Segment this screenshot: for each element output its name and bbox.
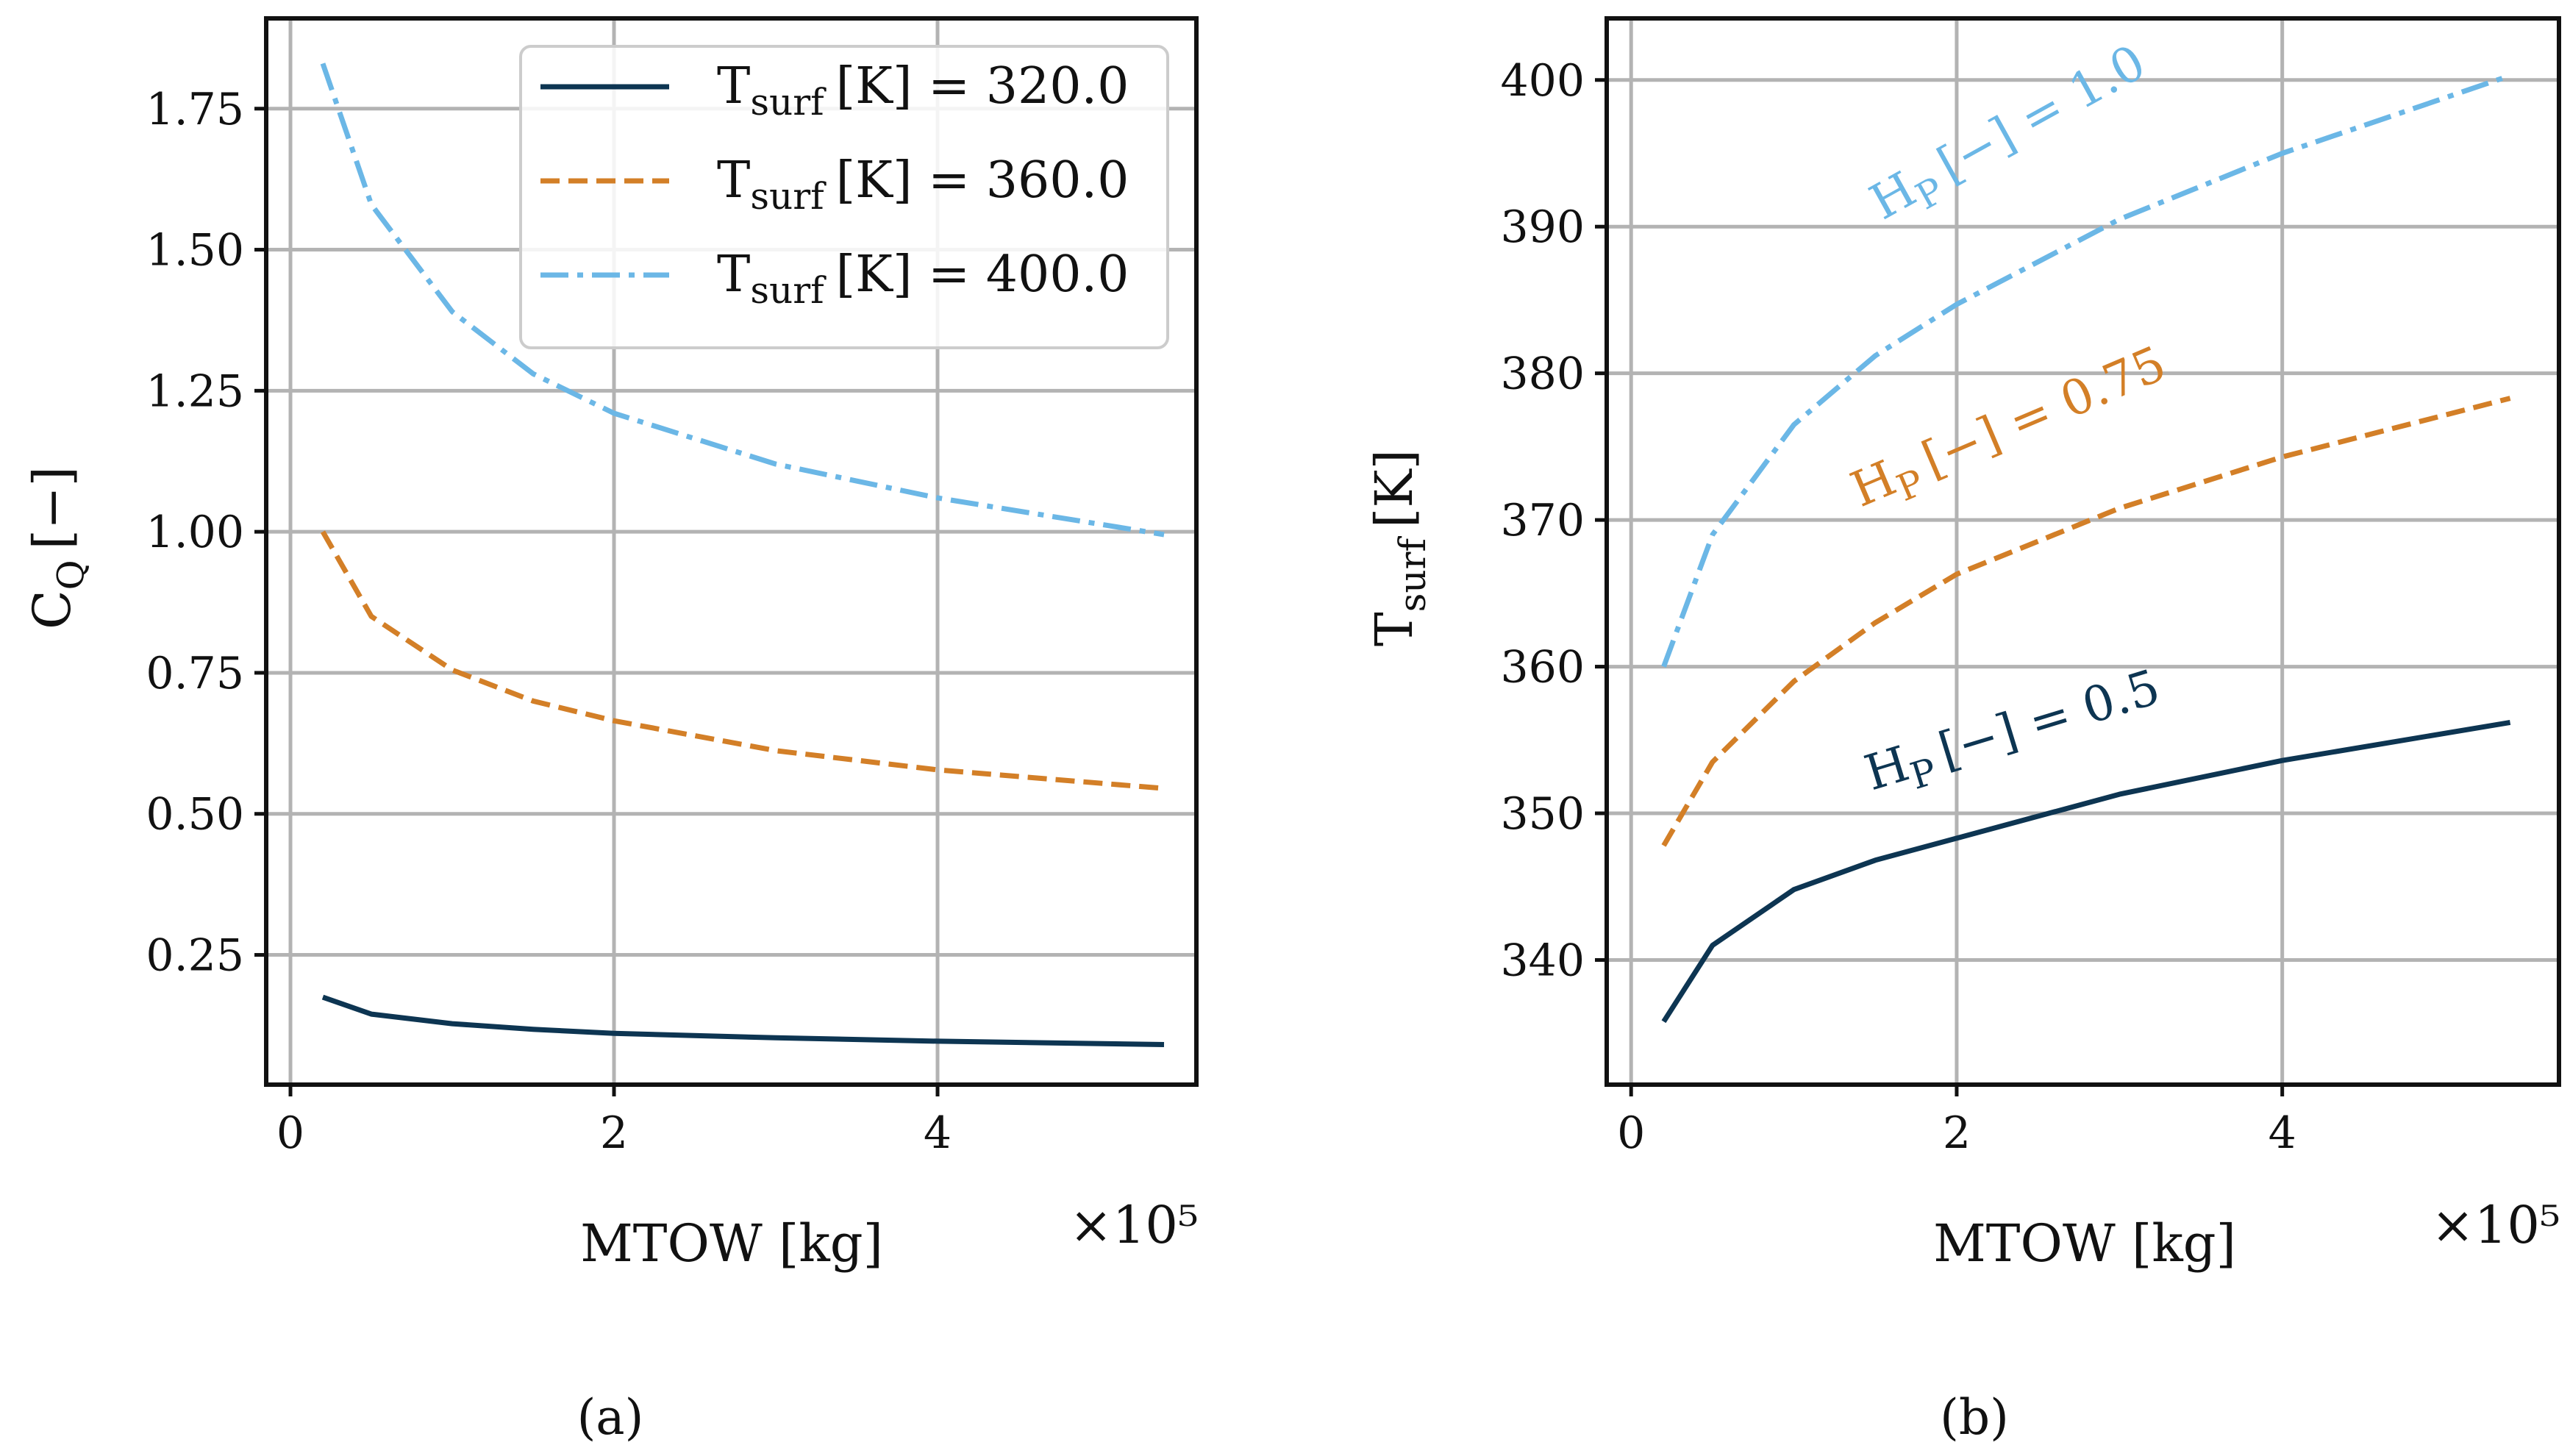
legend-entry-360: Tsurf [K] = 360.0 [717, 151, 1129, 218]
y-tick-label: 1.25 [146, 365, 244, 417]
series-line-2 [320, 63, 1165, 538]
legend-entry-320: Tsurf [K] = 320.0 [717, 57, 1129, 124]
y-tick-label: 340 [1500, 935, 1585, 986]
legend-text-320: [K] = 320.0 [836, 57, 1129, 115]
panel-b-xlabel: MTOW [kg] [1933, 1213, 2236, 1274]
panel-a-ticks: 0 2 4 0.25 0.50 0.75 1.00 1.25 1.50 1.75 [146, 84, 952, 1159]
panel-b-frame [1605, 16, 2561, 1087]
legend-line-samples [540, 84, 669, 278]
y-tick-label: 1.00 [146, 507, 244, 558]
y-tick-label: 0.25 [146, 930, 244, 982]
x-tick-label: 4 [924, 1107, 952, 1159]
y-tick-label: 360 [1500, 642, 1585, 693]
x-tick-label: 2 [600, 1107, 628, 1159]
legend-entry-400: Tsurf [K] = 400.0 [717, 246, 1129, 312]
panel-b-caption: (b) [1940, 1389, 2009, 1446]
panel-a-caption: (a) [577, 1389, 644, 1446]
tsurf-sub: surf [1391, 535, 1434, 612]
panel-b-grid [1607, 18, 2559, 1085]
series-line-2 [1661, 73, 2511, 668]
legend-t-main: T [717, 246, 750, 304]
cq-unit: [−] [22, 466, 82, 549]
cq-sub: Q [49, 560, 92, 590]
panel-b-ylabel: Tsurf [K] [1364, 449, 1434, 646]
legend-t-sub: surf [750, 81, 827, 124]
legend-t-sub: surf [750, 175, 827, 218]
panel-a-legend: Tsurf [K] = 320.0 Tsurf [K] = 360.0 Tsurf[… [519, 45, 1169, 349]
legend-text-400: [K] = 400.0 [836, 246, 1129, 304]
panel-b-x-multiplier: ×10⁵ [2431, 1195, 2560, 1255]
legend-text-360: [K] = 360.0 [836, 151, 1129, 210]
tsurf-unit: [K] [1364, 449, 1424, 528]
x-tick-label: 0 [276, 1107, 304, 1159]
y-tick-label: 0.50 [146, 789, 244, 841]
panel-a-x-multiplier: ×10⁵ [1069, 1195, 1199, 1255]
panel-a-ylabel: CQ [−] [22, 466, 92, 629]
legend-t-main: T [717, 57, 750, 115]
panel-a-chart: 0 2 4 0.25 0.50 0.75 1.00 1.25 1.50 1.75 CQ [−] MT… [22, 16, 1199, 1446]
series-line-0 [321, 994, 1165, 1047]
legend-t-sub: surf [750, 269, 827, 312]
panel-a-xlabel: MTOW [kg] [580, 1213, 883, 1274]
y-tick-label: 1.75 [146, 84, 244, 135]
series-line-1 [320, 530, 1165, 791]
panel-b-series [1661, 73, 2511, 1024]
x-tick-label: 2 [1943, 1107, 1971, 1159]
panel-a-frame [264, 16, 1199, 1087]
y-tick-label: 380 [1500, 349, 1585, 400]
y-tick-label: 370 [1500, 495, 1585, 546]
legend-t-main: T [717, 151, 750, 210]
series-line-1 [1661, 396, 2511, 847]
x-tick-label: 0 [1617, 1107, 1645, 1159]
tsurf-main: T [1364, 612, 1424, 646]
y-tick-label: 1.50 [146, 225, 244, 276]
panel-b-ticks: 0 2 4 340 350 360 370 380 390 400 [1500, 55, 2296, 1159]
series-line-0 [1661, 719, 2511, 1024]
y-tick-label: 400 [1500, 55, 1585, 107]
panel-a-series [320, 63, 1165, 1047]
y-tick-label: 390 [1500, 201, 1585, 253]
cq-main: C [22, 590, 82, 629]
y-tick-label: 350 [1500, 788, 1585, 840]
x-tick-label: 4 [2269, 1107, 2296, 1159]
legend-box [519, 45, 1169, 349]
y-tick-label: 0.75 [146, 648, 244, 699]
